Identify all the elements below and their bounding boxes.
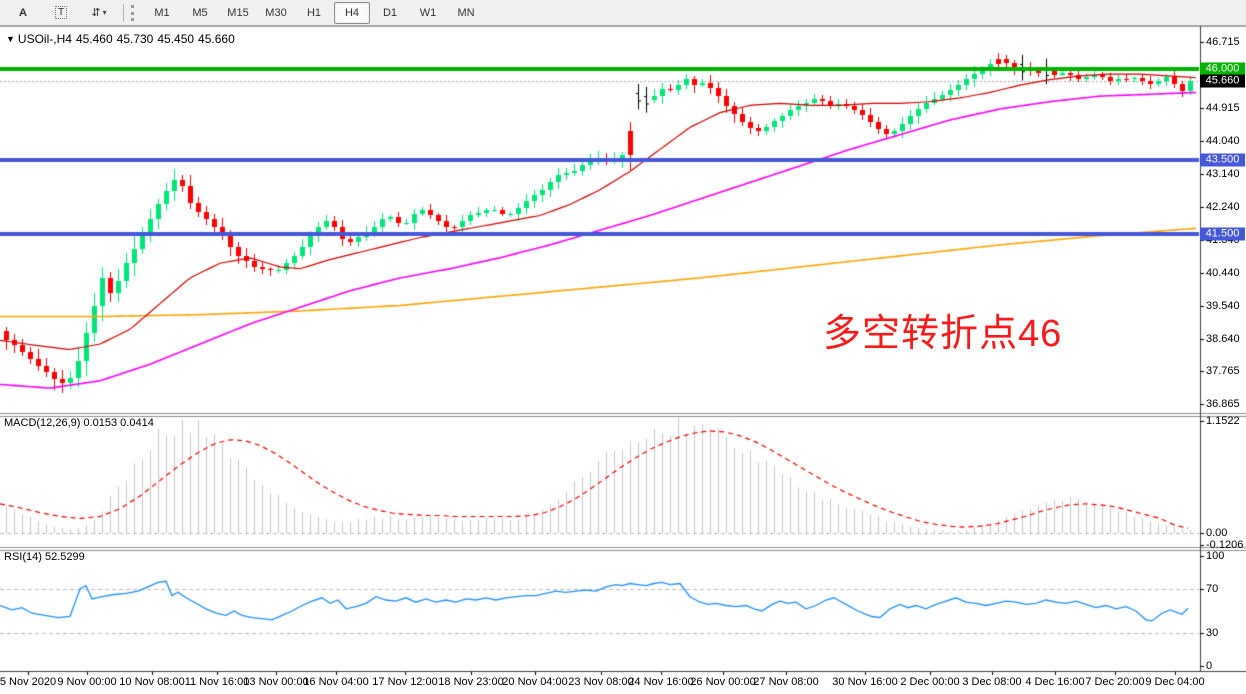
timeframe-button-h1[interactable]: H1	[306, 6, 322, 19]
time-tick-label: 23 Nov 08:00	[568, 676, 634, 688]
price-badge-43.500: 43.500	[1200, 153, 1245, 167]
timeframe-button-d1[interactable]: D1	[382, 6, 398, 19]
time-tick-label: 10 Nov 08:00	[119, 676, 185, 688]
arrows-tool-button[interactable]: ⇵ ▾	[81, 2, 117, 24]
rsi-label: RSI(14) 52.5299	[4, 551, 85, 563]
timeframe-button-h4[interactable]: H4	[334, 1, 370, 24]
price-tick-label: 37.765	[1206, 365, 1240, 378]
price-badge-46.000: 46.000	[1200, 62, 1245, 76]
timeframe-button-m5[interactable]: M5	[192, 6, 208, 19]
timeframe-button-mn[interactable]: MN	[457, 6, 475, 19]
rsi-tick-label: 30	[1206, 627, 1219, 639]
price-tick-label: 46.715	[1206, 36, 1240, 49]
time-tick-label: 4 Dec 16:00	[1025, 676, 1085, 688]
price-tick-label: 39.540	[1206, 299, 1240, 312]
rsi-tick-label: 100	[1206, 550, 1225, 562]
annotate-text-button[interactable]: A	[19, 6, 27, 19]
time-tick-label: 24 Nov 16:00	[628, 676, 694, 688]
chevron-down-icon: ▾	[102, 8, 107, 17]
price-badge-45.660: 45.660	[1200, 74, 1245, 88]
timeframe-button-w1[interactable]: W1	[419, 6, 437, 19]
time-tick-label: 13 Nov 00:00	[243, 676, 309, 688]
macd-tick-label: 0.00	[1206, 527, 1228, 539]
time-tick-label: 2 Dec 00:00	[900, 676, 960, 688]
macd-tick-label: 1.1522	[1206, 415, 1240, 427]
rsi-tick-label: 70	[1206, 583, 1219, 595]
timeframe-group: M1 M5 M15 M30 H1 H4 D1 W1 MN	[143, 1, 485, 24]
time-tick-label: 17 Nov 12:00	[372, 676, 438, 688]
time-tick-label: 5 Nov 2020	[0, 676, 57, 688]
toolbar-separator	[123, 3, 124, 22]
price-tick-label: 44.040	[1206, 134, 1240, 147]
symbol-timeframe: USOil-,H4	[17, 32, 72, 46]
ohlc-header: ▼ USOil-,H4 45.460 45.730 45.450 45.660	[6, 32, 239, 46]
toolbar: A T ⇵ ▾ M1 M5 M15 M30 H1 H4 D1 W1 MN	[0, 0, 1246, 26]
chart-annotation: 多空转折点46	[823, 313, 1063, 355]
price-tick-label: 43.140	[1206, 167, 1240, 180]
time-tick-label: 26 Nov 00:00	[690, 676, 756, 688]
open-value: 45.460	[75, 32, 113, 46]
high-value: 45.730	[116, 32, 154, 46]
macd-label: MACD(12,26,9) 0.0153 0.0414	[4, 417, 154, 429]
time-tick-label: 20 Nov 04:00	[502, 676, 568, 688]
time-tick-label: 27 Nov 08:00	[753, 676, 819, 688]
time-tick-label: 30 Nov 16:00	[832, 676, 898, 688]
timeframe-button-m1[interactable]: M1	[154, 6, 170, 19]
time-tick-label: 18 Nov 23:00	[438, 676, 504, 688]
time-tick-label: 11 Nov 16:00	[184, 676, 250, 688]
chart-area: ▼ USOil-,H4 45.460 45.730 45.450 45.660 多空转折点…	[0, 26, 1246, 694]
price-tick-label: 44.915	[1206, 102, 1240, 115]
text-label-button[interactable]: T	[43, 2, 79, 24]
time-tick-label: 16 Nov 04:00	[303, 676, 369, 688]
collapse-icon[interactable]: ▼	[6, 34, 15, 44]
time-tick-label: 9 Dec 04:00	[1145, 676, 1205, 688]
text-label-icon: T	[54, 6, 68, 19]
low-value: 45.450	[157, 32, 195, 46]
timeframe-button-m30[interactable]: M30	[265, 6, 287, 19]
time-tick-label: 7 Dec 20:00	[1085, 676, 1145, 688]
time-tick-label: 3 Dec 08:00	[962, 676, 1022, 688]
toolbar-grip[interactable]	[131, 4, 137, 21]
timeframe-button-m15[interactable]: M15	[227, 6, 249, 19]
price-tick-label: 38.640	[1206, 332, 1240, 345]
price-tick-label: 40.440	[1206, 266, 1240, 279]
close-value: 45.660	[198, 32, 235, 46]
chart-canvas[interactable]	[0, 26, 1246, 694]
price-badge-41.500: 41.500	[1200, 227, 1245, 241]
price-tick-label: 42.240	[1206, 200, 1240, 213]
arrows-icon: ⇵	[91, 7, 101, 19]
rsi-tick-label: 0	[1206, 660, 1213, 672]
macd-tick-label: -0.1206	[1206, 538, 1244, 551]
time-tick-label: 9 Nov 00:00	[57, 676, 117, 688]
price-tick-label: 36.865	[1206, 398, 1240, 411]
